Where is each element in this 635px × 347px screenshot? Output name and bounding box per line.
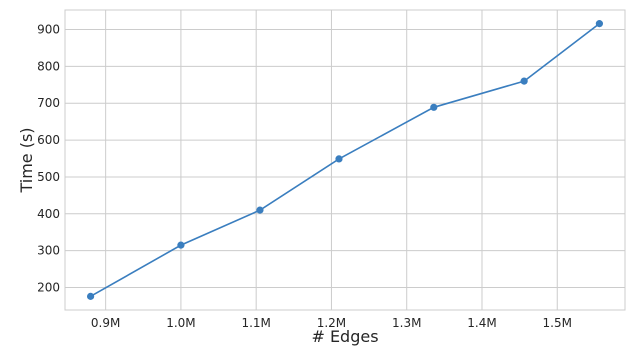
x-tick-label: 0.9M — [91, 316, 120, 330]
x-tick-labels: 0.9M 1.0M 1.1M 1.2M 1.3M 1.4M 1.5M — [91, 316, 572, 330]
x-tick-label: 1.1M — [241, 316, 270, 330]
x-tick-label: 1.3M — [392, 316, 421, 330]
x-tick-label: 1.5M — [543, 316, 572, 330]
grid — [65, 10, 625, 310]
data-point — [335, 155, 343, 163]
y-axis-label: Time (s) — [17, 127, 36, 193]
y-tick-label: 400 — [37, 207, 60, 221]
data-point — [177, 241, 185, 249]
data-point — [430, 103, 438, 111]
y-tick-label: 300 — [37, 244, 60, 258]
y-tick-label: 800 — [37, 59, 60, 73]
y-tick-label: 200 — [37, 281, 60, 295]
data-point — [256, 206, 264, 214]
y-tick-labels: 200 300 400 500 600 700 800 900 — [37, 23, 60, 295]
x-tick-label: 1.4M — [467, 316, 496, 330]
x-tick-label: 1.2M — [317, 316, 346, 330]
y-tick-label: 700 — [37, 96, 60, 110]
data-point — [520, 77, 528, 85]
x-axis-label: # Edges — [311, 327, 378, 346]
x-tick-label: 1.0M — [166, 316, 195, 330]
series-line — [90, 23, 600, 298]
data-point — [595, 20, 604, 28]
y-tick-label: 900 — [37, 23, 60, 37]
plot-frame — [64, 9, 626, 311]
y-tick-label: 500 — [37, 170, 60, 184]
data-point — [86, 292, 95, 300]
series-group — [86, 20, 604, 300]
y-tick-label: 600 — [37, 133, 60, 147]
